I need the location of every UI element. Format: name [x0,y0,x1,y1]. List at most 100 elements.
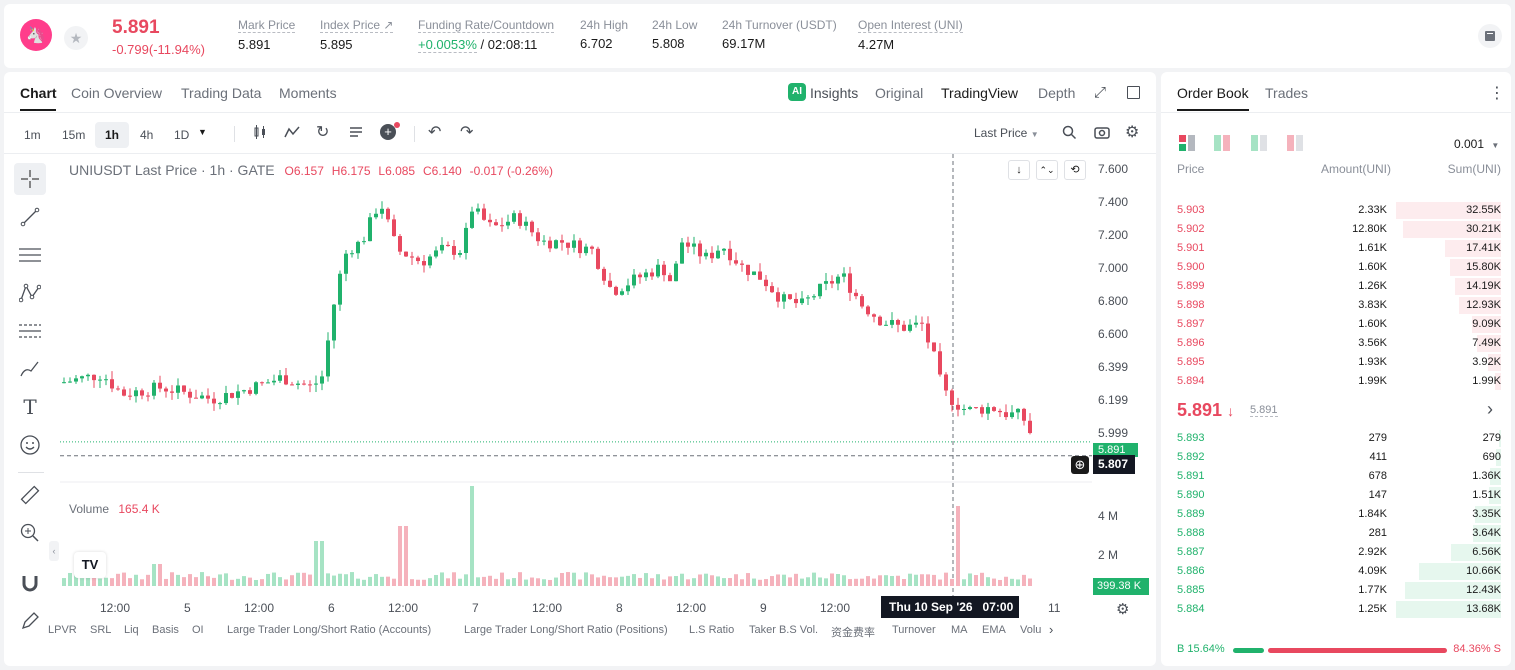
funding-rate-stat[interactable]: Funding Rate/Countdown +0.0053% / 02:08:… [418,18,555,53]
tab-tradingview[interactable]: TradingView [941,85,1019,101]
indicator-item[interactable]: Turnover [892,624,936,636]
chevron-right-icon[interactable]: › [1049,622,1054,637]
collapse-icon[interactable]: ⌃⌄ [1036,160,1058,180]
ask-row[interactable]: 5.897 1.60K 9.09K [1161,315,1511,334]
indicator-item[interactable]: 资金费率 [831,627,875,639]
add-indicator-icon[interactable]: + [380,124,396,140]
indicator-item[interactable]: MA [951,624,968,636]
tab-original[interactable]: Original [875,85,924,101]
insights-ai-icon[interactable]: AI [788,83,806,101]
redo-icon[interactable]: ↷ [460,124,474,141]
interval-1m[interactable]: 1m [24,128,41,142]
bid-row[interactable]: 5.890 147 1.51K [1161,486,1511,505]
bid-row[interactable]: 5.888 281 3.64K [1161,524,1511,543]
bid-row[interactable]: 5.891 678 1.36K [1161,467,1511,486]
row-amount: 3.56K [1358,337,1387,349]
camera-icon[interactable] [1094,125,1110,145]
ask-row[interactable]: 5.901 1.61K 17.41K [1161,239,1511,258]
open-interest-stat[interactable]: Open Interest (UNI) 4.27M [858,18,963,52]
search-icon[interactable] [1062,125,1077,145]
ruler-tool-icon[interactable] [14,479,46,511]
favorite-star-icon[interactable]: ★ [64,26,88,50]
settings-axis-icon[interactable]: ⚙ [1116,601,1130,618]
ask-row[interactable]: 5.900 1.60K 15.80K [1161,258,1511,277]
ask-row[interactable]: 5.898 3.83K 12.93K [1161,296,1511,315]
ask-row[interactable]: 5.902 12.80K 30.21K [1161,220,1511,239]
pattern-tool-icon[interactable] [14,277,46,309]
chevron-down-icon[interactable]: ▼ [198,127,207,137]
view-asks-bids-icon[interactable] [1214,135,1230,156]
indicator-item[interactable]: Basis [152,624,179,636]
ask-row[interactable]: 5.899 1.26K 14.19K [1161,277,1511,296]
mid-price[interactable]: 5.891 ↓ [1177,400,1235,420]
emoji-tool-icon[interactable] [14,429,46,461]
interval-15m[interactable]: 15m [62,128,86,142]
tab-trades[interactable]: Trades [1265,85,1309,101]
crosshair-add-icon[interactable]: ⊕ [1071,456,1089,474]
indicator-item[interactable]: Taker B.S Vol. [749,624,819,636]
tab-chart[interactable]: Chart [20,85,57,101]
ask-row[interactable]: 5.903 2.33K 32.55K [1161,201,1511,220]
indicator-item[interactable]: LPVR [48,624,77,636]
tab-depth[interactable]: Depth [1038,85,1076,101]
ask-row[interactable]: 5.894 1.99K 1.99K [1161,372,1511,391]
view-bids-icon[interactable] [1251,135,1267,156]
book-icon[interactable] [1478,24,1502,48]
more-icon[interactable]: ⋮ [1489,85,1505,102]
indicator-item[interactable]: OI [192,624,204,636]
indicator-item[interactable]: Large Trader Long/Short Ratio (Accounts) [227,624,432,636]
scroll-down-icon[interactable]: ↓ [1008,160,1030,180]
bid-row[interactable]: 5.889 1.84K 3.35K [1161,505,1511,524]
tab-coin-overview[interactable]: Coin Overview [71,85,163,101]
window-icon[interactable] [1127,86,1140,99]
interval-4h[interactable]: 4h [140,128,154,142]
fib-tool-icon[interactable] [14,315,46,347]
view-asks-icon[interactable] [1287,135,1303,156]
mark-price-stat[interactable]: Mark Price 5.891 [238,18,296,52]
chevron-right-icon[interactable]: › [1487,399,1493,419]
interval-1h[interactable]: 1h [95,122,130,148]
indicator-item[interactable]: Large Trader Long/Short Ratio (Positions… [464,624,668,636]
tab-moments[interactable]: Moments [279,85,337,101]
trend-line-tool-icon[interactable] [14,201,46,233]
bid-row[interactable]: 5.892 411 690 [1161,448,1511,467]
indicator-item[interactable]: Volu [1020,624,1042,636]
crosshair-tool-icon[interactable] [14,163,46,195]
undo-icon[interactable]: ↶ [428,124,442,141]
magnet-tool-icon[interactable] [14,567,46,599]
bid-row[interactable]: 5.885 1.77K 12.43K [1161,581,1511,600]
price-axis-label: 6.800 [1098,294,1129,308]
indicator-item[interactable]: Liq [124,624,139,636]
zoom-in-tool-icon[interactable] [14,517,46,549]
view-both-icon[interactable] [1179,135,1195,156]
candlestick-chart[interactable] [60,154,1092,624]
pencil-tool-icon[interactable] [14,605,46,637]
templates-icon[interactable] [348,124,364,145]
collapse-toolbar-icon[interactable]: ‹ [49,541,59,561]
candle-type-icon[interactable] [252,124,268,145]
interval-1d[interactable]: 1D [174,128,190,142]
indicator-item[interactable]: L.S Ratio [689,624,735,636]
brush-tool-icon[interactable] [14,353,46,385]
bid-row[interactable]: 5.893 279 279 [1161,429,1511,448]
horizontal-lines-tool-icon[interactable] [14,239,46,271]
bid-row[interactable]: 5.887 2.92K 6.56K [1161,543,1511,562]
replay-icon[interactable]: ↻ [316,124,330,141]
tab-insights[interactable]: Insights [810,85,859,101]
tab-order-book[interactable]: Order Book [1177,85,1249,101]
ask-row[interactable]: 5.895 1.93K 3.92K [1161,353,1511,372]
index-price-stat[interactable]: Index Price ↗ 5.895 [320,18,394,52]
last-price-select[interactable]: Last Price ▼ [974,126,1039,140]
bid-row[interactable]: 5.886 4.09K 10.66K [1161,562,1511,581]
tab-trading-data[interactable]: Trading Data [181,85,262,101]
bid-row[interactable]: 5.884 1.25K 13.68K [1161,600,1511,619]
ask-row[interactable]: 5.896 3.56K 7.49K [1161,334,1511,353]
precision-select[interactable]: 0.001 ▼ [1454,137,1500,151]
indicator-item[interactable]: EMA [982,624,1006,636]
expand-icon[interactable]: ⤢ [1094,84,1107,101]
gear-icon[interactable]: ⚙ [1125,124,1140,141]
reset-icon[interactable]: ⟲ [1064,160,1086,180]
indicator-item[interactable]: SRL [90,624,112,636]
indicators-icon[interactable] [284,124,300,145]
text-tool-icon[interactable]: T [23,395,37,419]
